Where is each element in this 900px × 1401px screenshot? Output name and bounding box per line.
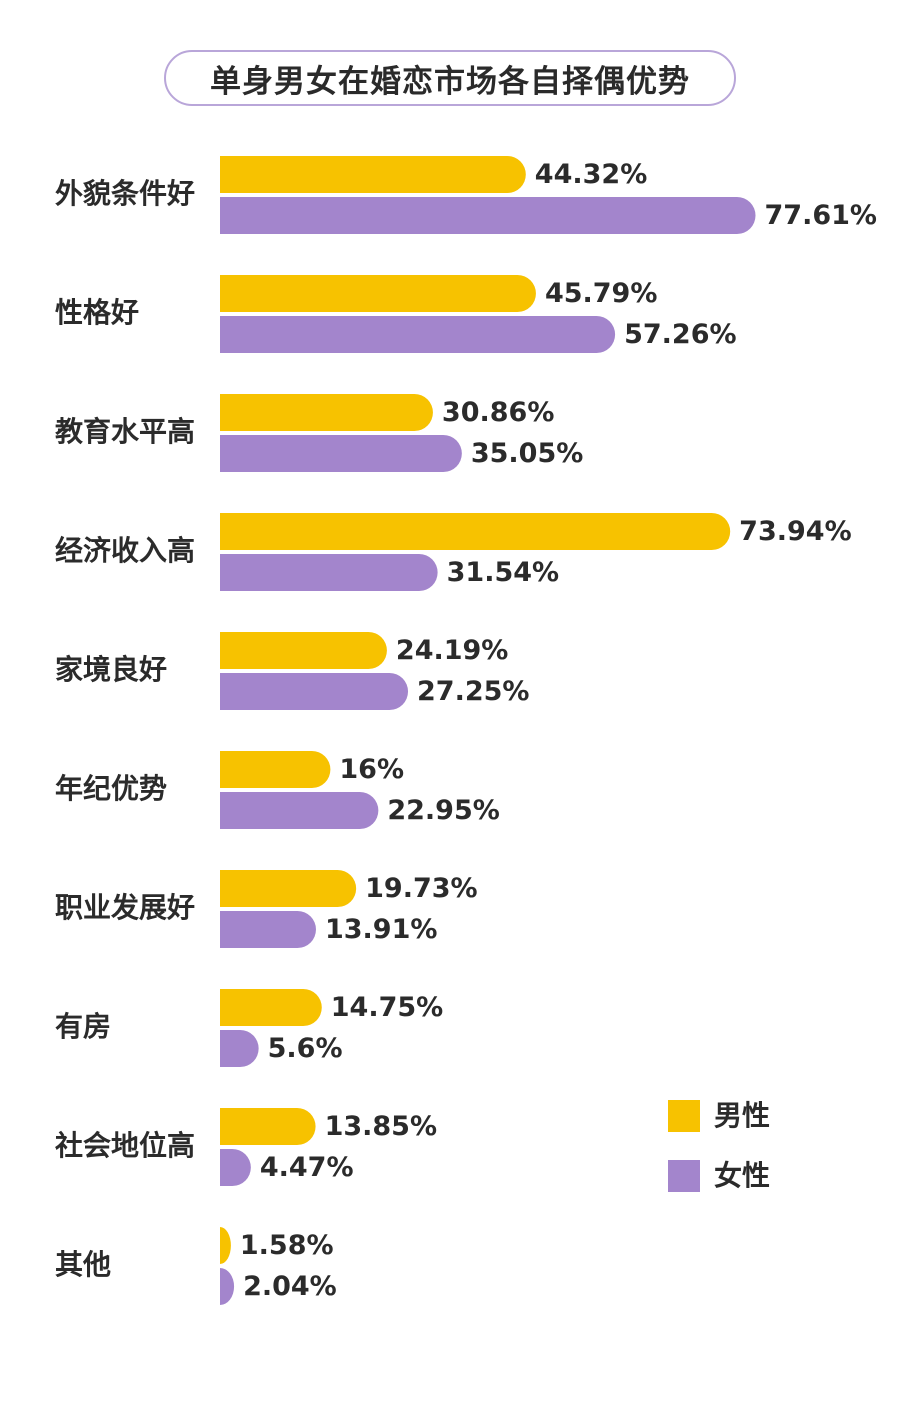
legend-swatch [668,1100,700,1132]
bar-female [220,1149,251,1186]
bar-male [220,870,357,907]
data-label: 22.95% [387,795,499,826]
data-label: 30.86% [442,397,554,428]
data-label: 44.32% [535,159,647,190]
data-label: 73.94% [739,516,851,547]
chart-title: 单身男女在婚恋市场各自择偶优势 [164,50,736,106]
data-label: 24.19% [396,635,508,666]
bar-male [220,275,536,312]
legend-swatch [668,1160,700,1192]
legend-label: 男性 [714,1099,770,1132]
bar-female [220,1030,259,1067]
bar-male [220,394,433,431]
category-label: 职业发展好 [55,891,195,924]
bar-male [220,1108,316,1145]
category-label: 其他 [55,1248,111,1281]
bar-male [220,632,387,669]
legend-label: 女性 [714,1159,770,1192]
data-label: 77.61% [765,200,877,231]
data-label: 5.6% [268,1033,343,1064]
category-label: 外貌条件好 [55,177,195,210]
data-label: 16% [339,754,404,785]
data-label: 14.75% [331,992,443,1023]
bar-female [220,554,438,591]
data-label: 31.54% [447,557,559,588]
bar-male [220,156,526,193]
data-label: 57.26% [624,319,736,350]
bar-female [220,435,462,472]
bar-male [220,751,331,788]
bar-female [220,911,316,948]
bar-female [220,792,379,829]
data-label: 13.85% [325,1111,437,1142]
data-label: 45.79% [545,278,657,309]
bar-male [220,513,731,550]
bar-male [220,1227,231,1264]
category-label: 经济收入高 [55,534,195,567]
category-label: 家境良好 [55,653,167,686]
data-label: 4.47% [260,1152,354,1183]
data-label: 19.73% [365,873,477,904]
category-label: 有房 [55,1010,111,1043]
data-label: 13.91% [325,914,437,945]
bar-female [220,197,756,234]
data-label: 27.25% [417,676,529,707]
bar-female [220,316,616,353]
category-label: 教育水平高 [55,415,195,448]
category-label: 社会地位高 [55,1129,195,1162]
bar-female [220,673,409,710]
category-label: 性格好 [55,296,139,329]
category-label: 年纪优势 [55,772,167,805]
bar-male [220,989,322,1026]
bar-female [220,1268,235,1305]
data-label: 2.04% [243,1271,337,1302]
data-label: 1.58% [240,1230,334,1261]
data-label: 35.05% [471,438,583,469]
